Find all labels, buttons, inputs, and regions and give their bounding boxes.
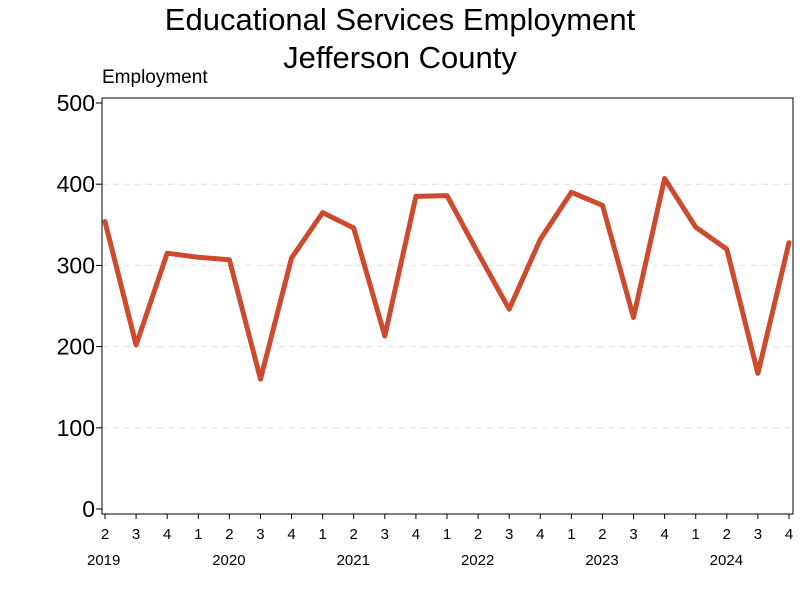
data-point [445, 193, 449, 198]
x-tick-label: 4 [163, 526, 171, 543]
data-point [507, 307, 512, 312]
x-tick-label: 3 [132, 526, 140, 543]
x-tick-label: 2 [101, 526, 109, 543]
y-tick-label: 100 [57, 415, 95, 441]
x-year-label: 2019 [87, 552, 120, 569]
x-tick-label: 3 [256, 526, 264, 543]
data-point [196, 255, 201, 260]
data-point [755, 371, 760, 376]
data-point [724, 247, 729, 252]
chart-subtitle: Jefferson County [283, 40, 517, 75]
x-tick-label: 3 [505, 526, 513, 543]
x-year-label: 2021 [337, 552, 370, 569]
x-tick-label: 2 [350, 526, 358, 543]
chart-title: Educational Services Employment [164, 2, 636, 37]
data-point [693, 225, 698, 230]
data-point [631, 315, 636, 320]
series-line [102, 176, 792, 382]
x-tick-label: 1 [194, 526, 202, 543]
y-tick-label: 200 [57, 334, 95, 360]
data-point [289, 256, 294, 261]
y-tick-label: 400 [57, 171, 95, 197]
data-point [227, 257, 232, 262]
y-tick-label: 300 [57, 252, 95, 278]
x-tick-label: 2 [598, 526, 606, 543]
data-point [134, 342, 139, 347]
data-point [476, 251, 481, 256]
x-tick-label: 4 [785, 526, 793, 543]
data-point [600, 203, 605, 208]
data-point [320, 210, 325, 215]
data-point [165, 251, 170, 256]
x-tick-label: 3 [629, 526, 637, 543]
data-point [662, 176, 667, 181]
x-year-label: 2020 [212, 552, 245, 569]
x-tick-label: 2 [225, 526, 233, 543]
x-tick-label: 1 [443, 526, 451, 543]
data-point [258, 377, 263, 382]
x-year-label: 2022 [461, 552, 494, 569]
data-point [413, 194, 418, 199]
y-tick-label: 0 [82, 496, 95, 522]
y-tick-label: 500 [57, 90, 95, 116]
y-axis-label: Employment [102, 67, 208, 88]
x-tick-label: 3 [754, 526, 762, 543]
data-point [787, 240, 791, 245]
x-tick-label: 2 [723, 526, 731, 543]
x-tick-label: 1 [567, 526, 575, 543]
x-tick-label: 1 [692, 526, 700, 543]
data-point [382, 334, 387, 339]
x-tick-label: 3 [381, 526, 389, 543]
x-tick-label: 4 [287, 526, 295, 543]
x-tick-label: 4 [536, 526, 544, 543]
x-year-label: 2024 [710, 552, 743, 569]
data-point [538, 237, 543, 242]
x-tick-label: 2 [474, 526, 482, 543]
data-point [351, 226, 356, 231]
plot-frame [101, 97, 794, 515]
x-year-label: 2023 [585, 552, 618, 569]
x-tick-label: 1 [318, 526, 326, 543]
x-tick-label: 4 [412, 526, 420, 543]
data-point [103, 219, 107, 224]
data-point [569, 190, 574, 195]
x-tick-label: 4 [660, 526, 668, 543]
